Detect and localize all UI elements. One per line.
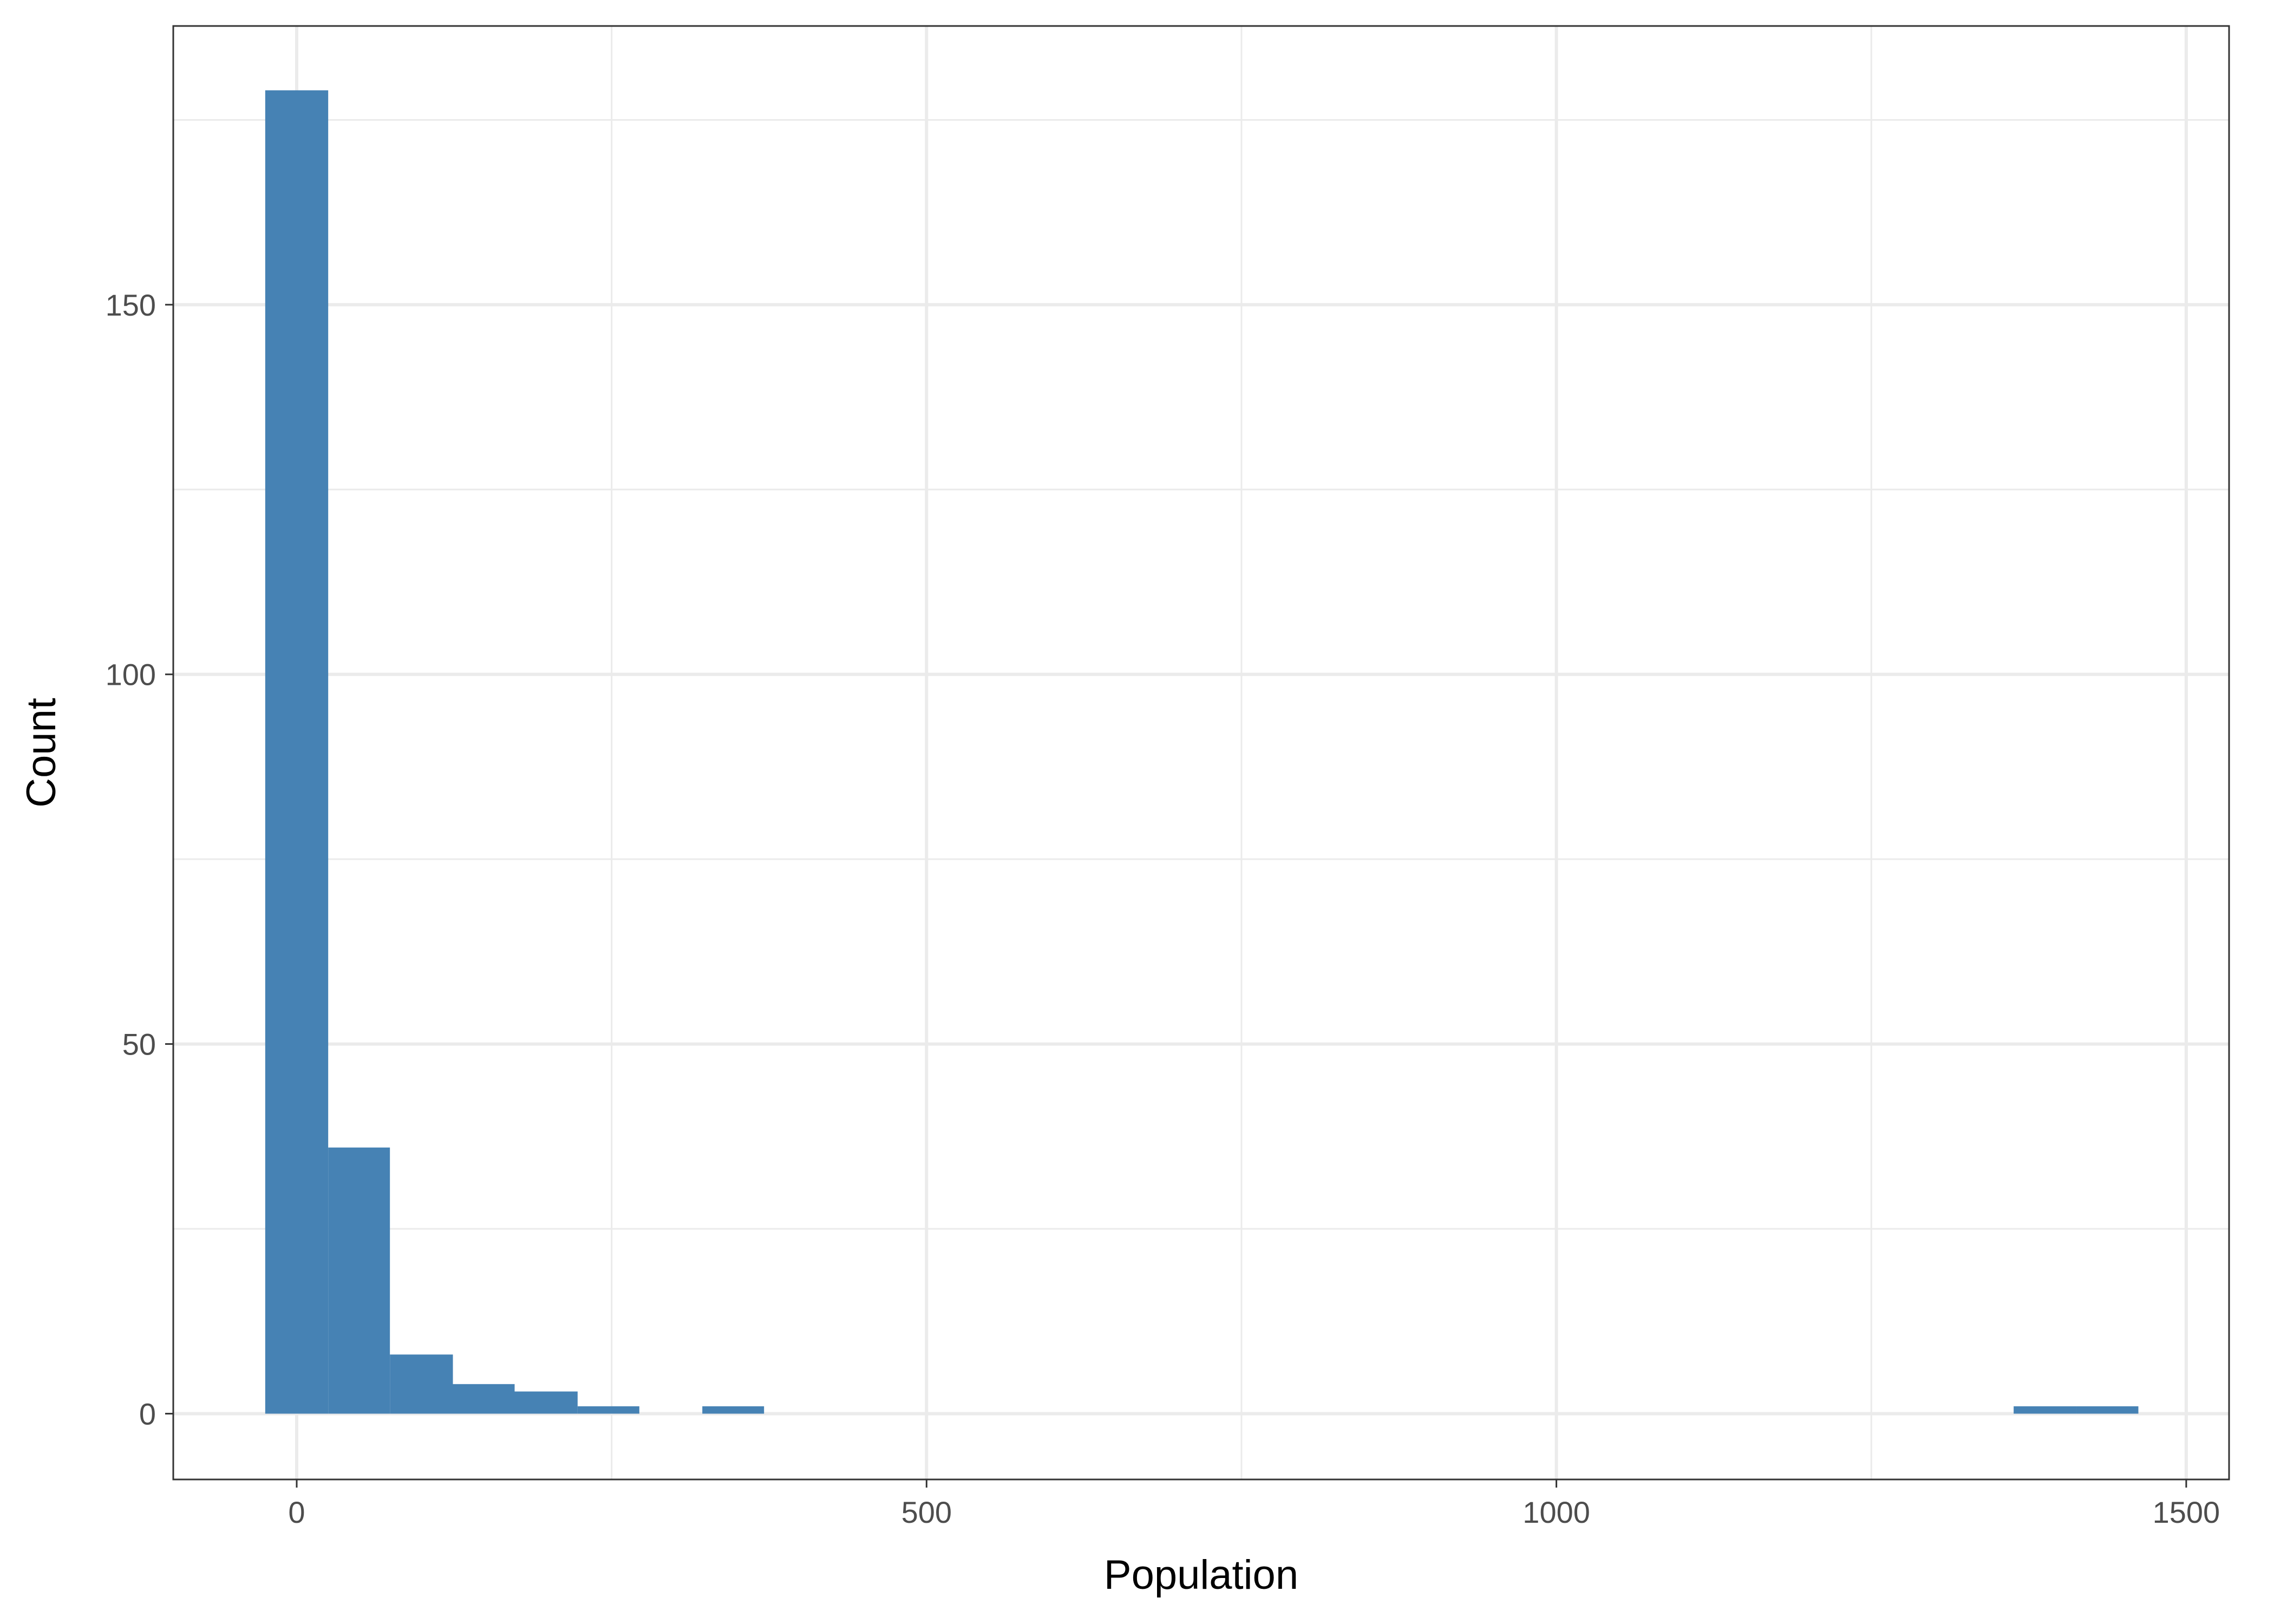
x-tick-label: 500 [901, 1495, 952, 1529]
x-tick-label: 0 [288, 1495, 305, 1529]
histogram-bar [265, 90, 329, 1414]
y-tick-label: 100 [106, 658, 156, 692]
x-tick-label: 1000 [1522, 1495, 1590, 1529]
y-tick-label: 0 [139, 1397, 156, 1431]
histogram-bar [577, 1406, 639, 1414]
histogram-bar [453, 1384, 515, 1414]
minor-gridlines [173, 26, 2229, 1479]
histogram-bar [328, 1147, 390, 1414]
histogram-bar [702, 1406, 764, 1414]
x-axis-title: Population [1104, 1552, 1298, 1598]
histogram-bars [265, 90, 2139, 1414]
x-axis-ticks: 0 500 1000 1500 [288, 1479, 2220, 1529]
y-tick-label: 50 [122, 1027, 156, 1062]
y-axis-ticks: 0 50 100 150 [106, 288, 173, 1431]
histogram-bar [2014, 1406, 2077, 1414]
histogram-bar [514, 1391, 578, 1414]
histogram-bar [390, 1354, 453, 1414]
histogram-bar [2076, 1406, 2139, 1414]
panel-border [172, 25, 2230, 1481]
x-tick-label: 1500 [2153, 1495, 2220, 1529]
y-tick-label: 150 [106, 288, 156, 322]
y-axis-title: Count [18, 698, 64, 808]
